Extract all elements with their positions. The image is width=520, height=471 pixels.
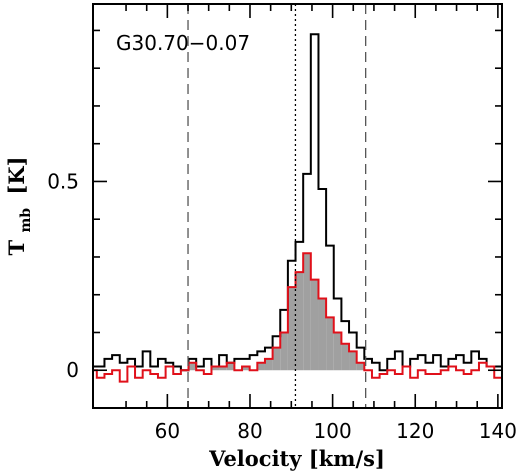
source-label: G30.70−0.07 bbox=[116, 31, 250, 55]
x-tick-label: 140 bbox=[479, 419, 517, 443]
y-tick-label: 0 bbox=[66, 358, 79, 382]
fill-bar bbox=[188, 362, 197, 371]
fill-bar bbox=[226, 362, 235, 371]
tick-labels: 60 80 100 120 140 0 0.5 bbox=[47, 169, 517, 443]
svg-text:T mb [K]: T mb [K] bbox=[4, 157, 35, 256]
plot-frame bbox=[92, 3, 503, 409]
y-axis-label: T mb [K] bbox=[4, 157, 35, 256]
fill-bar bbox=[280, 332, 288, 371]
fill-bar bbox=[356, 362, 365, 371]
fill-bar bbox=[326, 317, 334, 371]
fill-bar bbox=[341, 343, 350, 371]
x-tick-label: 100 bbox=[314, 419, 352, 443]
reference-lines bbox=[187, 4, 367, 408]
fill-bar bbox=[264, 358, 273, 371]
fill-bar bbox=[303, 253, 311, 371]
fill-bar bbox=[211, 366, 220, 371]
fill-layer bbox=[188, 253, 365, 371]
x-tick-label: 80 bbox=[237, 419, 262, 443]
y-tick-label: 0.5 bbox=[47, 169, 79, 193]
fill-bar bbox=[272, 347, 281, 371]
x-axis-label: Velocity [km/s] bbox=[208, 446, 385, 471]
y-axis-label-unit: [K] bbox=[4, 157, 29, 195]
tick-marks bbox=[93, 4, 502, 409]
x-tick-label: 120 bbox=[396, 419, 434, 443]
fill-bar bbox=[349, 351, 357, 371]
x-tick-label: 60 bbox=[155, 419, 180, 443]
fill-bar bbox=[333, 332, 342, 371]
fill-bar bbox=[287, 287, 296, 371]
spectrum-black bbox=[93, 33, 502, 372]
y-axis-label-main: T bbox=[4, 240, 29, 256]
fill-bar bbox=[310, 279, 319, 371]
fill-bar bbox=[257, 362, 265, 371]
y-axis-label-sub: mb bbox=[18, 208, 34, 233]
fill-bar bbox=[242, 366, 250, 371]
fill-bar bbox=[219, 366, 227, 371]
fill-bar bbox=[295, 272, 304, 371]
fill-bar bbox=[318, 298, 327, 371]
